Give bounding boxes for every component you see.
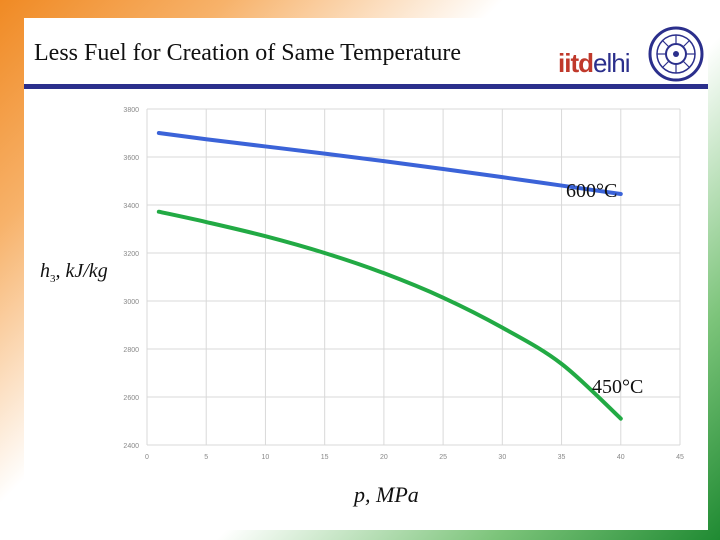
x-tick-label: 0	[145, 454, 149, 461]
logo-text-part2: elhi	[593, 48, 630, 78]
y-tick-label: 3800	[123, 107, 139, 114]
y-tick-label: 3000	[123, 299, 139, 306]
y-axis-units: kJ/kg	[65, 260, 108, 282]
annotation-600c: 600°C	[566, 180, 618, 202]
x-tick-label: 30	[498, 454, 506, 461]
x-tick-label: 5	[204, 454, 208, 461]
y-tick-label: 3400	[123, 203, 139, 210]
x-tick-label: 10	[262, 454, 270, 461]
series-line-0	[156, 131, 623, 196]
x-tick-label: 15	[321, 454, 329, 461]
y-axis-symbol: h	[40, 260, 50, 282]
x-axis-label: p, MPa	[354, 482, 419, 507]
y-tick-label: 2800	[123, 347, 139, 354]
title-underline	[24, 84, 708, 89]
series-line-1	[156, 209, 623, 421]
logo-text-part1: iitd	[558, 48, 594, 78]
chart-tick-labels: 2400 2600 2800 3000 3200 3400 3600 3800 0 5 10 15 20…	[123, 107, 684, 461]
iitdelhi-logo-text: iitdelhi	[558, 48, 630, 79]
x-tick-label: 45	[676, 454, 684, 461]
chart-series	[156, 131, 623, 421]
y-tick-label: 3600	[123, 155, 139, 162]
y-axis-label: h3, kJ/kg	[40, 260, 108, 285]
y-axis-subscript: 3	[50, 273, 56, 285]
y-tick-label: 2600	[123, 395, 139, 402]
iitdelhi-seal-icon	[648, 26, 704, 82]
x-tick-label: 40	[617, 454, 625, 461]
x-tick-label: 20	[380, 454, 388, 461]
annotation-450c: 450°C	[592, 376, 644, 398]
x-tick-label: 35	[558, 454, 566, 461]
x-tick-label: 25	[439, 454, 447, 461]
chart-grid	[146, 108, 681, 446]
y-tick-label: 3200	[123, 251, 139, 258]
y-tick-label: 2400	[123, 443, 139, 450]
slide-title: Less Fuel for Creation of Same Temperatu…	[34, 40, 462, 66]
